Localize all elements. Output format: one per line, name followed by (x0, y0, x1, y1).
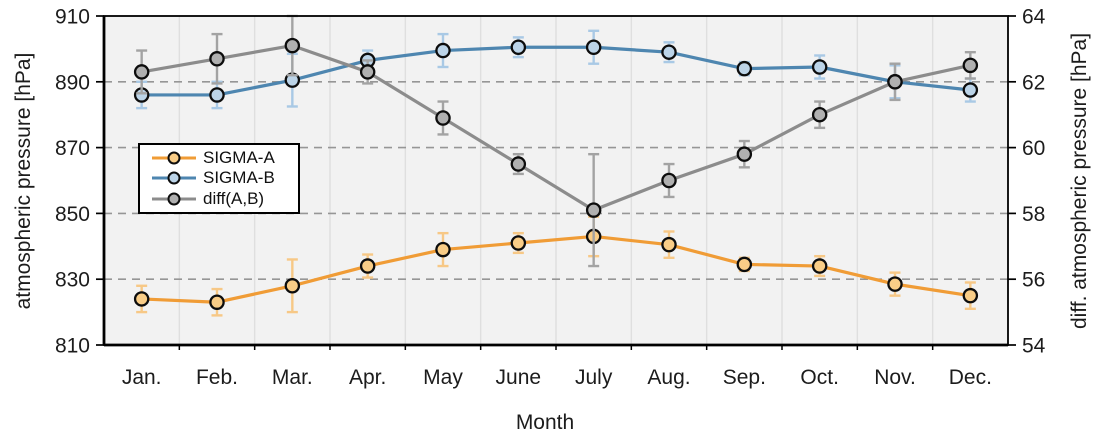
data-point-diff-a-b (209, 51, 225, 67)
month-label-apr: Apr. (349, 366, 386, 389)
data-point-diff-a-b (585, 202, 602, 218)
month-label-may: May (423, 366, 463, 389)
data-point-diff-a-b (510, 156, 527, 172)
series-line-sigma-b (140, 45, 972, 97)
left-axis-title: atmospheric pressure [hPa] (12, 52, 35, 310)
data-point-sigma-a (887, 276, 903, 292)
right-axis-title: diff. atmospheric pressure [hPa] (1068, 32, 1091, 330)
legend-marker-icon (167, 171, 181, 185)
legend-sample-icon (152, 151, 196, 165)
data-point-sigma-b (962, 82, 979, 98)
data-point-sigma-a (359, 258, 376, 274)
data-point-sigma-b (435, 42, 451, 59)
data-point-sigma-a (962, 287, 979, 304)
data-point-diff-a-b (359, 64, 376, 80)
data-point-sigma-a (435, 241, 451, 258)
legend-label: diff(A,B) (203, 188, 265, 208)
legend-row: SIGMA-B (152, 168, 294, 188)
left-tick-label-890: 890 (55, 71, 90, 94)
data-point-sigma-b (209, 87, 225, 103)
data-point-diff-a-b (811, 106, 828, 123)
legend-sample-icon (152, 171, 196, 185)
data-point-diff-a-b (887, 74, 903, 90)
month-label-nov: Nov. (874, 366, 916, 389)
right-tick-label-62: 62 (1022, 71, 1045, 94)
month-label-sep: Sep. (723, 366, 766, 389)
legend-label: SIGMA-A (203, 148, 275, 168)
left-tick-label-810: 810 (55, 335, 90, 358)
left-tick-label-910: 910 (55, 6, 90, 29)
legend-row: SIGMA-A (152, 148, 294, 168)
month-label-aug: Aug. (647, 366, 690, 389)
series-line-sigma-a (140, 234, 972, 304)
right-tick-label-56: 56 (1022, 269, 1045, 292)
legend-label: SIGMA-B (203, 168, 275, 188)
legend-marker-icon (167, 151, 181, 165)
data-point-sigma-a (209, 294, 225, 310)
month-label-mar: Mar. (272, 366, 313, 389)
month-label-feb: Feb. (196, 366, 238, 389)
series-line-diff-a-b (140, 44, 972, 212)
data-point-sigma-b (811, 59, 828, 75)
month-label-july: July (575, 366, 613, 389)
data-point-sigma-b (585, 39, 602, 56)
data-point-sigma-a (811, 258, 828, 274)
month-label-jan: Jan. (122, 366, 162, 389)
right-tick-label-60: 60 (1022, 137, 1045, 160)
data-point-sigma-b (510, 39, 527, 56)
data-point-diff-a-b (435, 110, 451, 126)
legend: SIGMA-A SIGMA-B diff(A,B) (138, 143, 300, 214)
data-point-sigma-b (736, 60, 753, 77)
left-tick-label-870: 870 (55, 137, 90, 160)
data-point-sigma-a (133, 291, 150, 307)
right-tick-label-58: 58 (1022, 203, 1045, 226)
legend-row: diff(A,B) (152, 189, 294, 209)
left-tick-label-830: 830 (55, 269, 90, 292)
data-point-sigma-a (661, 236, 677, 253)
data-point-diff-a-b (962, 57, 979, 74)
data-point-sigma-a (510, 235, 527, 251)
data-point-diff-a-b (736, 146, 753, 162)
month-label-oct: Oct. (800, 366, 839, 389)
legend-sample-icon (152, 192, 196, 206)
data-point-diff-a-b (661, 172, 677, 189)
right-tick-label-54: 54 (1022, 335, 1046, 358)
data-point-sigma-a (736, 256, 753, 273)
data-point-sigma-a (284, 278, 301, 294)
legend-marker-icon (167, 192, 181, 206)
data-point-diff-a-b (284, 37, 301, 54)
x-axis-title: Month (515, 411, 575, 434)
data-point-sigma-b (661, 44, 677, 60)
right-tick-label-64: 64 (1022, 6, 1046, 29)
month-label-june: June (496, 366, 542, 389)
left-tick-label-850: 850 (55, 203, 90, 226)
month-label-dec: Dec. (949, 366, 992, 389)
data-point-diff-a-b (133, 64, 150, 80)
